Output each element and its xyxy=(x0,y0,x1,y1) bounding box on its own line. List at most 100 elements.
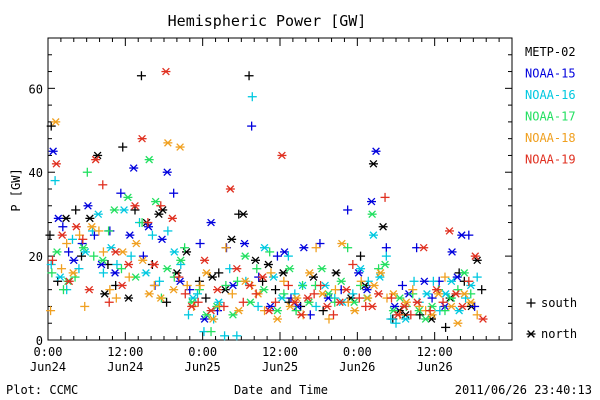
data-point-north xyxy=(272,306,282,315)
data-point-north xyxy=(208,315,218,323)
data-point-north xyxy=(85,214,95,223)
data-point-north xyxy=(434,290,444,298)
data-point-north xyxy=(412,298,422,307)
data-point-south xyxy=(354,293,364,303)
data-point-north xyxy=(187,302,197,311)
data-point-north xyxy=(401,315,411,323)
data-point-north xyxy=(401,298,411,307)
x-tick-label-time: 12:00 xyxy=(417,345,453,359)
data-point-north xyxy=(69,256,79,265)
data-point-south xyxy=(80,301,90,311)
data-point-south xyxy=(162,297,172,307)
data-point-south xyxy=(381,251,391,261)
data-point-north xyxy=(263,260,273,269)
data-point-north xyxy=(55,273,65,281)
data-point-north xyxy=(78,243,88,252)
data-point-north xyxy=(109,206,119,214)
x-axis: 0:00Jun2412:00Jun240:00Jun2512:00Jun250:… xyxy=(30,38,500,374)
data-point-south xyxy=(104,297,114,307)
data-point-north xyxy=(163,139,173,147)
data-point-north xyxy=(176,256,186,265)
series-noaa-15 xyxy=(48,121,480,323)
data-point-north xyxy=(331,269,341,277)
data-point-north xyxy=(169,248,179,256)
data-point-north xyxy=(292,294,302,302)
series-metp-02 xyxy=(45,71,487,332)
x-axis-label: Date and Time xyxy=(234,383,328,397)
series-noaa-19 xyxy=(48,67,488,323)
data-point-south xyxy=(356,276,366,286)
data-point-north xyxy=(299,243,309,252)
data-point-north xyxy=(304,298,314,307)
data-point-north xyxy=(272,315,282,323)
data-point-south xyxy=(470,301,480,311)
data-point-south xyxy=(163,226,173,236)
data-point-south xyxy=(118,142,128,152)
plot-credit: Plot: CCMC xyxy=(6,383,78,397)
data-point-north xyxy=(478,315,488,323)
data-point-south xyxy=(266,268,276,278)
data-point-south xyxy=(309,289,319,299)
y-tick-label: 60 xyxy=(29,82,43,96)
data-point-north xyxy=(421,315,431,323)
data-point-north xyxy=(388,290,398,298)
data-point-south xyxy=(124,272,134,282)
data-point-north xyxy=(390,302,400,311)
data-point-south xyxy=(279,289,289,299)
data-point-north xyxy=(212,285,222,294)
data-point-south xyxy=(441,322,451,332)
x-tick-label-date: Jun25 xyxy=(262,360,298,374)
data-point-south xyxy=(477,285,487,295)
data-point-south xyxy=(58,222,68,232)
data-point-north xyxy=(305,269,315,277)
marker-legend-label: south xyxy=(541,296,577,310)
data-point-north xyxy=(459,290,469,298)
x-tick-label-date: Jun24 xyxy=(30,360,66,374)
data-point-north xyxy=(350,306,360,315)
y-tick-label: 40 xyxy=(29,166,43,180)
data-point-north xyxy=(238,210,248,219)
south-marker-icon xyxy=(526,298,536,308)
data-point-south xyxy=(428,276,438,286)
data-point-south xyxy=(244,71,254,81)
data-point-south xyxy=(381,243,391,253)
data-point-north xyxy=(124,294,134,302)
data-point-north xyxy=(265,302,275,311)
data-point-north xyxy=(93,151,103,160)
x-tick-label-time: 0:00 xyxy=(34,345,63,359)
data-point-north xyxy=(260,243,270,252)
data-point-north xyxy=(137,134,147,143)
data-point-south xyxy=(311,243,321,253)
data-point-north xyxy=(111,248,121,256)
data-point-south xyxy=(386,293,396,303)
data-point-south xyxy=(251,289,261,299)
data-point-north xyxy=(157,235,167,244)
data-point-north xyxy=(470,252,480,260)
chart-title: Hemispheric Power [GW] xyxy=(168,12,367,30)
data-point-north xyxy=(378,222,388,231)
data-point-north xyxy=(119,206,129,214)
data-point-north xyxy=(130,201,140,210)
data-point-north xyxy=(296,310,306,319)
data-point-north xyxy=(51,118,61,126)
data-point-south xyxy=(116,188,126,198)
data-point-north xyxy=(240,252,250,260)
legend-entry: NOAA-19 xyxy=(525,153,576,167)
data-point-north xyxy=(259,285,269,294)
data-point-north xyxy=(138,256,148,265)
data-point-south xyxy=(283,280,293,290)
data-point-south xyxy=(265,247,275,257)
data-point-south xyxy=(46,260,56,269)
data-point-south xyxy=(48,255,58,265)
data-point-south xyxy=(214,268,224,278)
data-point-north xyxy=(125,231,135,239)
data-point-south xyxy=(227,289,237,299)
y-tick-label: 0 xyxy=(36,334,43,348)
data-point-south xyxy=(201,293,211,303)
data-point-north xyxy=(162,168,172,177)
data-point-north xyxy=(144,155,154,164)
data-point-south xyxy=(126,251,136,261)
x-tick-label-date: Jun25 xyxy=(185,360,221,374)
data-point-south xyxy=(343,243,353,253)
data-point-south xyxy=(219,301,229,311)
